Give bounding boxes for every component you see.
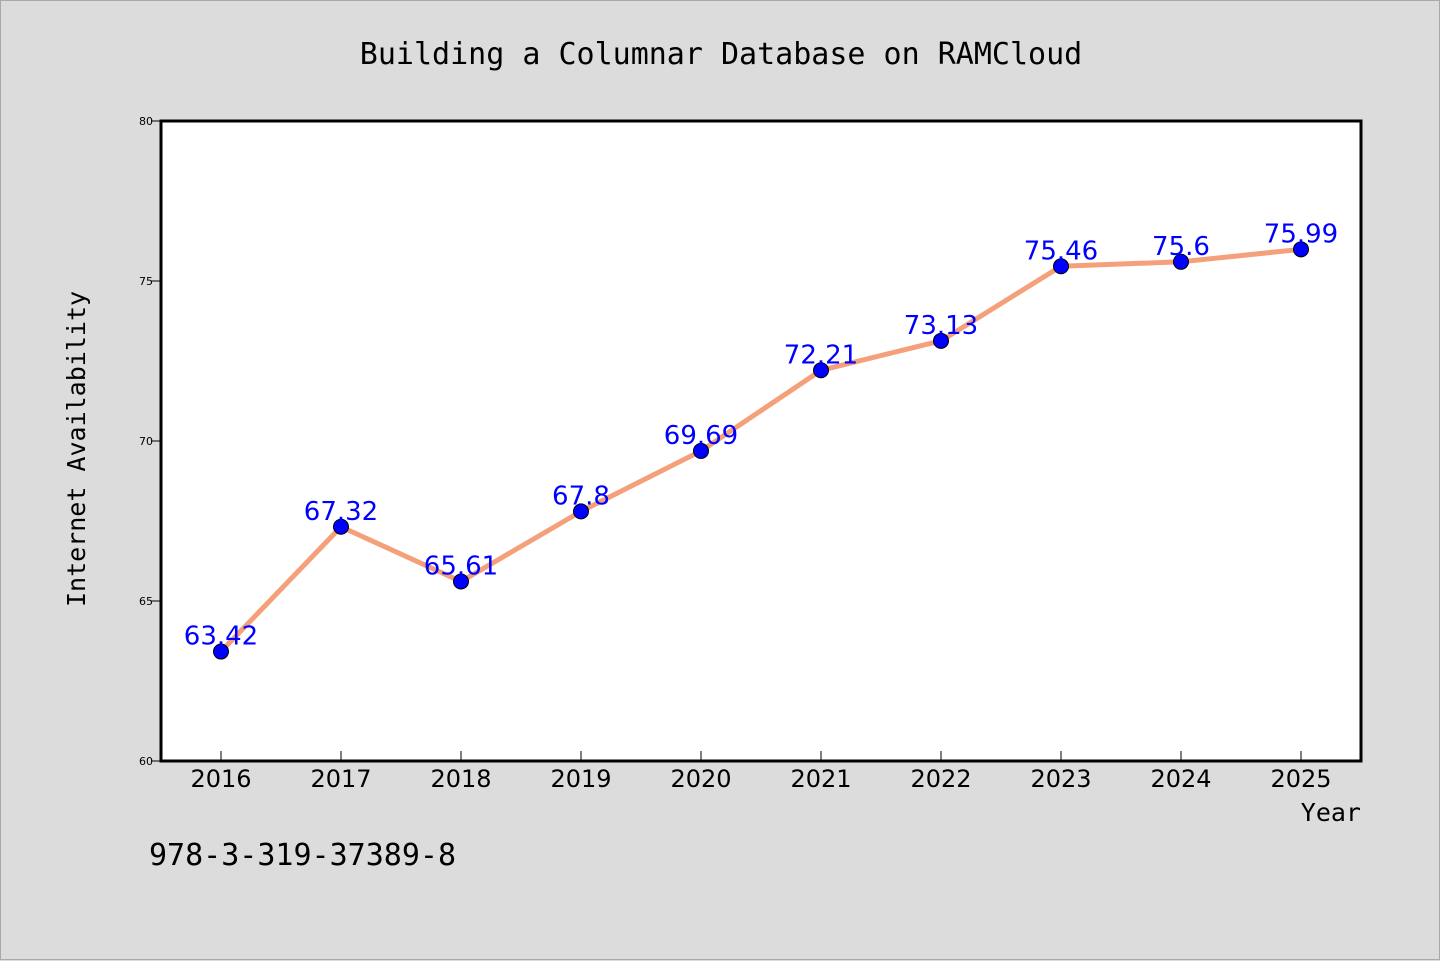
data-point: [1293, 241, 1309, 258]
isbn-caption: 978-3-319-37389-8: [149, 838, 456, 873]
data-label: 75.6: [1152, 232, 1210, 262]
data-label: 73.13: [904, 311, 978, 341]
data-point: [453, 573, 469, 590]
data-point: [813, 362, 829, 379]
y-axis-label: Internet Availability: [62, 291, 91, 607]
chart-title: Building a Columnar Database on RAMCloud: [360, 37, 1082, 72]
x-tick-label: 2020: [670, 765, 731, 793]
data-point: [333, 518, 349, 535]
series-layer: 63.42 67.32 65.61 67.8 69.69 72.21 73.13 75.46 7…: [184, 219, 1338, 660]
y-tick-label: 60: [139, 755, 153, 768]
x-tick-label: 2017: [310, 765, 371, 793]
y-tick-label: 75: [139, 275, 153, 288]
x-tick-label: 2022: [910, 765, 971, 793]
data-point: [573, 503, 589, 520]
y-tick-label: 65: [139, 595, 153, 608]
x-tick-label: 2025: [1270, 765, 1331, 793]
x-tick-label: 2016: [190, 765, 251, 793]
x-axis-ticks: 2016 2017 2018 2019 2020 2021 2022 2023 2024 2025: [190, 751, 1332, 793]
data-point: [1173, 253, 1189, 270]
data-point: [693, 442, 709, 459]
data-label: 67.32: [304, 497, 378, 527]
data-point: [933, 332, 949, 349]
data-label: 67.8: [552, 481, 610, 511]
data-label: 72.21: [784, 340, 858, 370]
data-point: [213, 643, 229, 660]
y-tick-label: 70: [139, 435, 153, 448]
plot-area: [159, 119, 1363, 763]
data-point: [1053, 258, 1069, 275]
x-tick-label: 2023: [1030, 765, 1091, 793]
x-axis-label: Year: [1301, 798, 1361, 827]
series-line: [218, 246, 1304, 655]
data-label: 75.99: [1264, 219, 1338, 249]
data-label: 65.61: [424, 551, 498, 581]
y-axis-ticks: 60 65 70 75 80: [139, 115, 161, 768]
x-tick-label: 2021: [790, 765, 851, 793]
data-label: 69.69: [664, 421, 738, 451]
data-label: 75.46: [1024, 236, 1098, 266]
x-tick-label: 2019: [550, 765, 611, 793]
x-tick-label: 2018: [430, 765, 491, 793]
y-tick-label: 80: [139, 115, 153, 128]
data-label: 63.42: [184, 622, 258, 652]
x-tick-label: 2024: [1150, 765, 1211, 793]
